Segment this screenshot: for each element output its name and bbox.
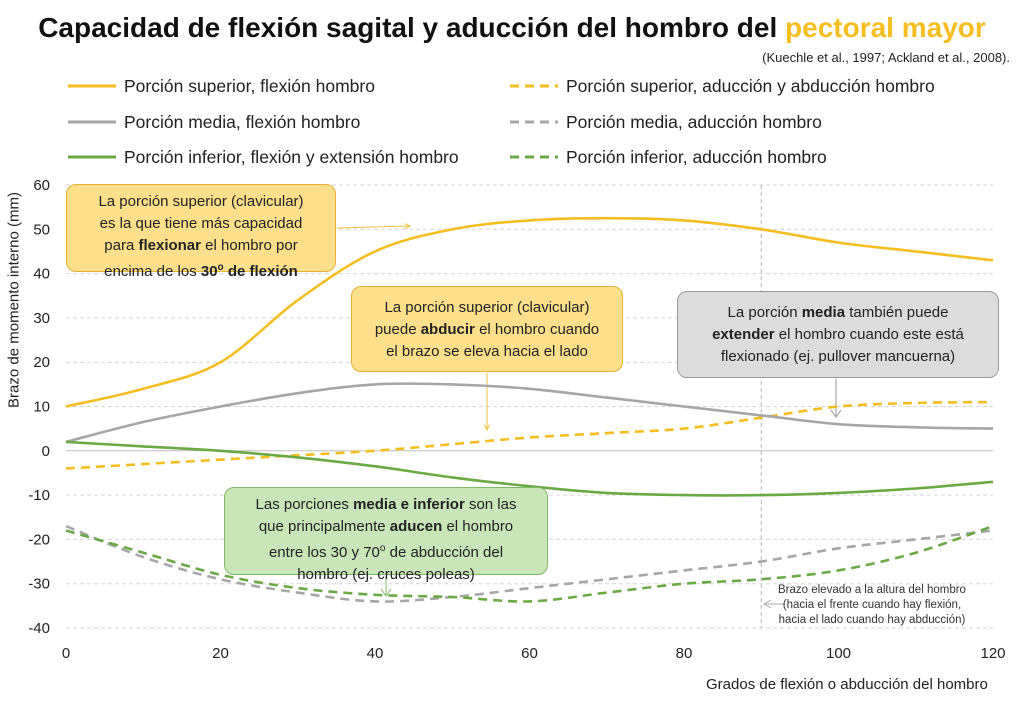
series-line-1 <box>65 216 994 408</box>
title-highlight: pectoral mayor <box>785 12 986 43</box>
y-tick-label: 40 <box>33 266 50 283</box>
note-line: hacia el lado cuando hay abducción) <box>778 614 966 626</box>
legend-swatch <box>68 155 116 159</box>
arrow-to-media-inferior-aduccion-head <box>380 588 392 597</box>
reference-note: Brazo elevado a la altura del hombro (ha… <box>778 583 966 628</box>
series-line-4 <box>65 524 994 603</box>
x-tick-label: 60 <box>521 645 538 662</box>
annotation-media-inferior-aduccion: Las porciones media e inferior son las q… <box>224 487 548 583</box>
x-tick-label: 20 <box>212 645 229 662</box>
y-tick-label: -30 <box>28 576 50 593</box>
x-tick-label: 120 <box>980 645 1005 662</box>
x-axis-label: Grados de flexión o abducción del hombro <box>706 676 988 693</box>
y-tick-label: 60 <box>33 177 50 194</box>
annotation-media-extension: La porción media también puede extender … <box>677 291 999 378</box>
y-tick-label: 20 <box>33 354 50 371</box>
legend-label: Porción superior, flexión hombro <box>124 76 375 96</box>
title-main: Capacidad de flexión sagital y aducción … <box>38 12 786 43</box>
source-citation: (Kuechle et al., 1997; Ackland et al., 2… <box>762 50 1010 65</box>
annotation-line: La porción superior (clavicular) <box>98 193 304 210</box>
legend-swatch <box>510 120 558 124</box>
arrow-to-superior-abduccion-head <box>483 424 491 432</box>
chart-title: Capacidad de flexión sagital y aducción … <box>0 12 1024 44</box>
legend-swatch <box>510 155 558 159</box>
legend-swatch <box>68 120 116 124</box>
annotation-line: para flexionar el hombro por <box>104 237 298 254</box>
x-tick-label: 100 <box>826 645 851 662</box>
annotation-line: La porción media también puede <box>727 304 949 321</box>
y-tick-label: 30 <box>33 310 50 327</box>
annotation-line: La porción superior (clavicular) <box>384 299 590 316</box>
annotation-line: entre los 30 y 70o de abducción del <box>268 543 504 561</box>
y-tick-label: 50 <box>33 221 50 238</box>
arrow-to-media-extension-head <box>830 409 842 418</box>
legend-swatch <box>68 84 116 88</box>
series-line-6 <box>65 524 994 603</box>
note-line: Brazo elevado a la altura del hombro <box>778 584 966 596</box>
annotation-line: extender el hombro cuando este está <box>712 326 964 343</box>
legend-swatch <box>510 84 558 88</box>
annotation-arrows <box>336 223 842 609</box>
x-tick-label: 40 <box>367 645 384 662</box>
series-line-5 <box>65 440 994 497</box>
arrow-to-superior-flexion <box>336 225 411 229</box>
annotation-line: flexionado (ej. pullover mancuerna) <box>720 348 956 365</box>
y-axis-label: Brazo de momento interno (mm) <box>5 192 23 408</box>
annotation-superior-flexion: La porción superior (clavicular) es la q… <box>66 184 336 280</box>
annotation-line: puede abducir el hombro cuando <box>374 321 600 338</box>
legend-label: Porción media, flexión hombro <box>124 112 361 132</box>
x-tick-label: 0 <box>62 645 70 662</box>
legend-label: Porción media, aducción hombro <box>566 112 822 132</box>
x-tick-label: 80 <box>676 645 693 662</box>
arrow-to-superior-flexion-head <box>404 223 412 230</box>
annotation-line: encima de los 30o de flexión <box>104 262 298 280</box>
y-tick-label: 10 <box>33 399 50 416</box>
legend-label: Porción inferior, aducción hombro <box>566 147 827 167</box>
legend-label: Porción inferior, flexión y extensión ho… <box>124 147 459 167</box>
annotation-superior-abduccion: La porción superior (clavicular) puede a… <box>351 286 623 372</box>
series-line-2 <box>65 400 994 470</box>
y-tick-label: -20 <box>28 531 50 548</box>
y-tick-label: -10 <box>28 487 50 504</box>
annotation-line: hombro (ej. cruces poleas) <box>297 566 475 583</box>
arrow-to-reference-line-head <box>762 599 772 609</box>
y-tick-label: 0 <box>42 443 50 460</box>
y-tick-label: -40 <box>28 620 50 637</box>
note-line: (hacia el frente cuando hay flexión, <box>782 599 962 611</box>
legend-label: Porción superior, aducción y abducción h… <box>566 76 935 96</box>
annotation-line: Las porciones media e inferior son las <box>255 496 517 513</box>
annotation-line: que principalmente aducen el hombro <box>258 518 514 535</box>
series-line-3 <box>65 382 994 444</box>
annotation-line: es la que tiene más capacidad <box>99 215 303 232</box>
annotation-line: el brazo se eleva hacia el lado <box>386 343 588 360</box>
series-lines <box>65 216 994 603</box>
